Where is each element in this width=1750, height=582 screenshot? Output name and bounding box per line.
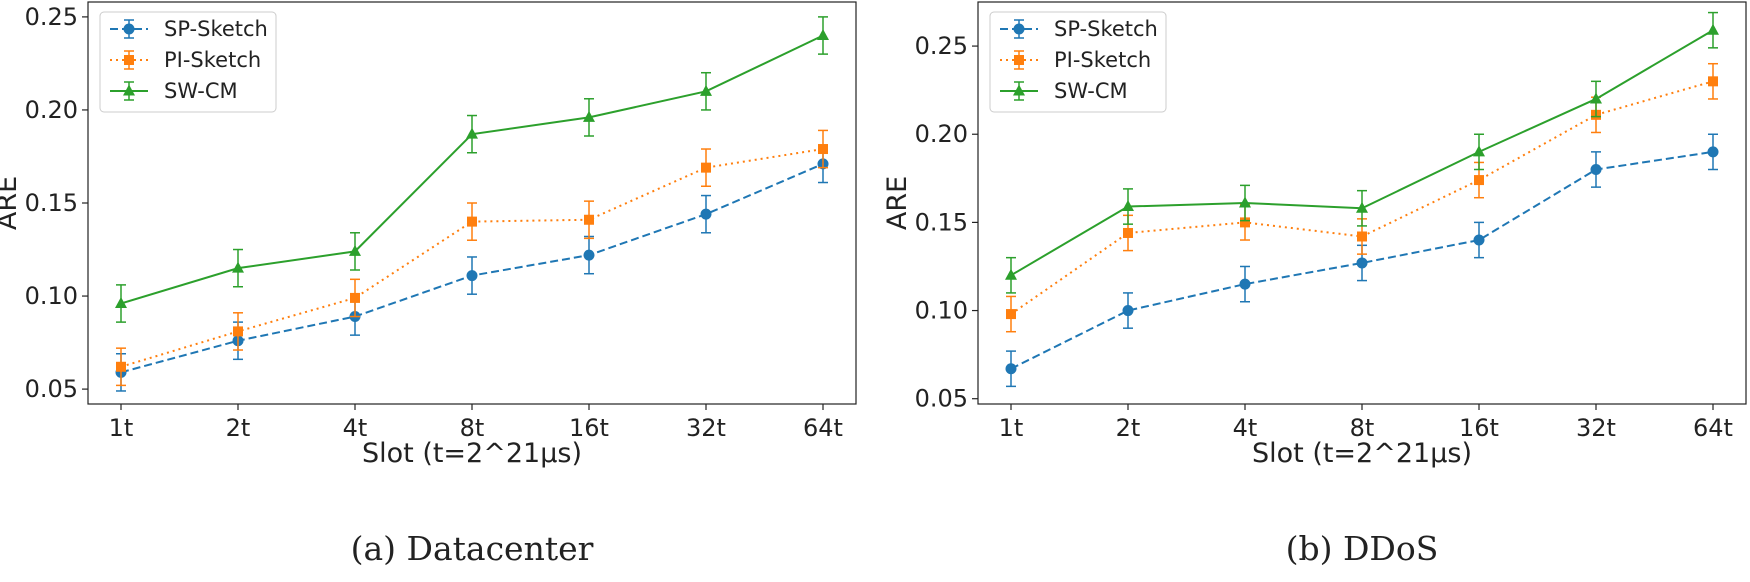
data-point-circle (1239, 278, 1251, 290)
y-tick-label: 0.25 (25, 3, 78, 31)
data-point-circle (1356, 257, 1368, 269)
legend-entry-sp-sketch: SP-Sketch (110, 17, 268, 41)
legend-label: SW-CM (1054, 79, 1128, 103)
data-point-triangle (1473, 145, 1485, 157)
data-point-circle (1473, 234, 1485, 246)
data-point-triangle (700, 84, 712, 96)
data-point-circle (700, 208, 712, 220)
legend-entry-pi-sketch: PI-Sketch (1000, 48, 1151, 72)
legend-entry-sp-sketch: SP-Sketch (1000, 17, 1158, 41)
y-tick-label: 0.15 (915, 208, 968, 236)
legend: SP-Sketch PI-Sketch SW-CM (989, 11, 1167, 113)
data-point-triangle (349, 244, 361, 256)
data-point-square (1357, 231, 1367, 242)
chart-panel-1: 0.05 0.10 0.15 0.20 0.25 1t 2t 4t 8t 16t 32t 64t Slo… (0, 1, 857, 568)
data-point-triangle (1590, 92, 1602, 104)
legend-marker (1013, 84, 1025, 96)
data-point-square (467, 216, 477, 227)
legend-marker (124, 55, 134, 65)
y-tick-label: 0.10 (915, 297, 968, 325)
series-sp-sketch (1005, 133, 1719, 388)
y-tick-label: 0.20 (25, 96, 78, 124)
x-axis-label: Slot (t=2^21μs) (362, 438, 582, 469)
legend-marker (123, 23, 135, 35)
legend-entry-sw-cm: SW-CM (1000, 79, 1128, 103)
subfigure-caption: (b) DDoS (1286, 529, 1439, 568)
data-point-square (701, 162, 711, 173)
data-point-square (233, 326, 243, 337)
x-tick-label: 64t (1693, 414, 1733, 442)
legend-marker (1013, 23, 1025, 35)
x-tick-label: 32t (686, 414, 726, 442)
data-point-square (1474, 175, 1484, 186)
data-point-triangle (466, 127, 478, 139)
legend-marker (1014, 55, 1024, 65)
legend: SP-Sketch PI-Sketch SW-CM (99, 11, 277, 113)
data-point-triangle (115, 297, 127, 308)
y-tick-label: 0.20 (915, 120, 968, 148)
data-point-triangle (232, 261, 244, 273)
data-point-circle (1590, 164, 1602, 175)
x-axis-label: Slot (t=2^21μs) (1252, 438, 1472, 469)
legend-label: SW-CM (164, 79, 238, 103)
series-sw-cm (115, 16, 829, 323)
x-tick-label: 16t (1459, 414, 1499, 442)
legend-entry-pi-sketch: PI-Sketch (110, 48, 261, 72)
x-tick-label: 8t (1350, 414, 1375, 442)
data-point-square (1708, 76, 1718, 87)
x-tick-label: 4t (343, 414, 368, 442)
data-point-circle (583, 249, 595, 261)
x-tick-label: 1t (999, 414, 1024, 442)
x-tick-label: 16t (569, 414, 609, 442)
series-sw-cm (1005, 11, 1719, 294)
y-tick-label: 0.25 (915, 32, 968, 60)
data-point-square (1123, 227, 1133, 238)
data-point-triangle (1005, 268, 1017, 280)
legend-label: PI-Sketch (164, 48, 261, 72)
data-point-circle (1005, 363, 1017, 375)
x-tick-label: 8t (460, 414, 485, 442)
data-point-triangle (1122, 200, 1134, 212)
chart-panel-2: 0.05 0.10 0.15 0.20 0.25 1t 2t 4t 8t 16t 32t 64t Slo… (882, 1, 1747, 568)
data-point-square (584, 214, 594, 225)
x-tick-label: 4t (1233, 414, 1258, 442)
data-point-triangle (583, 110, 595, 122)
legend-box (989, 11, 1167, 113)
data-point-triangle (1707, 23, 1719, 35)
legend-box (99, 11, 277, 113)
data-point-triangle (817, 29, 829, 40)
data-point-square (1240, 217, 1250, 228)
x-tick-label: 2t (226, 414, 251, 442)
y-tick-label: 0.10 (25, 282, 78, 310)
y-tick-label: 0.05 (915, 385, 968, 413)
y-axis-label: ARE (882, 176, 913, 230)
x-tick-label: 64t (803, 414, 843, 442)
subfigure-caption: (a) Datacenter (351, 529, 594, 568)
legend-entry-sw-cm: SW-CM (110, 79, 238, 103)
data-point-circle (1707, 146, 1719, 158)
x-tick-label: 1t (109, 414, 134, 442)
legend-label: PI-Sketch (1054, 48, 1151, 72)
legend-label: SP-Sketch (1054, 17, 1158, 41)
data-point-triangle (1356, 201, 1368, 213)
data-point-square (818, 144, 828, 155)
series-pi-sketch (116, 129, 828, 387)
legend-marker (123, 84, 135, 96)
data-point-circle (466, 270, 478, 282)
x-tick-label: 2t (1116, 414, 1141, 442)
data-point-triangle (1239, 196, 1251, 208)
x-tick-label: 32t (1576, 414, 1616, 442)
y-tick-label: 0.15 (25, 189, 78, 217)
y-tick-label: 0.05 (25, 375, 78, 403)
data-point-square (1006, 309, 1016, 320)
data-point-circle (1122, 305, 1134, 317)
data-point-square (350, 292, 360, 303)
series-sp-sketch (115, 144, 829, 392)
legend-label: SP-Sketch (164, 17, 268, 41)
data-point-square (116, 361, 126, 372)
y-axis-label: ARE (0, 176, 23, 230)
